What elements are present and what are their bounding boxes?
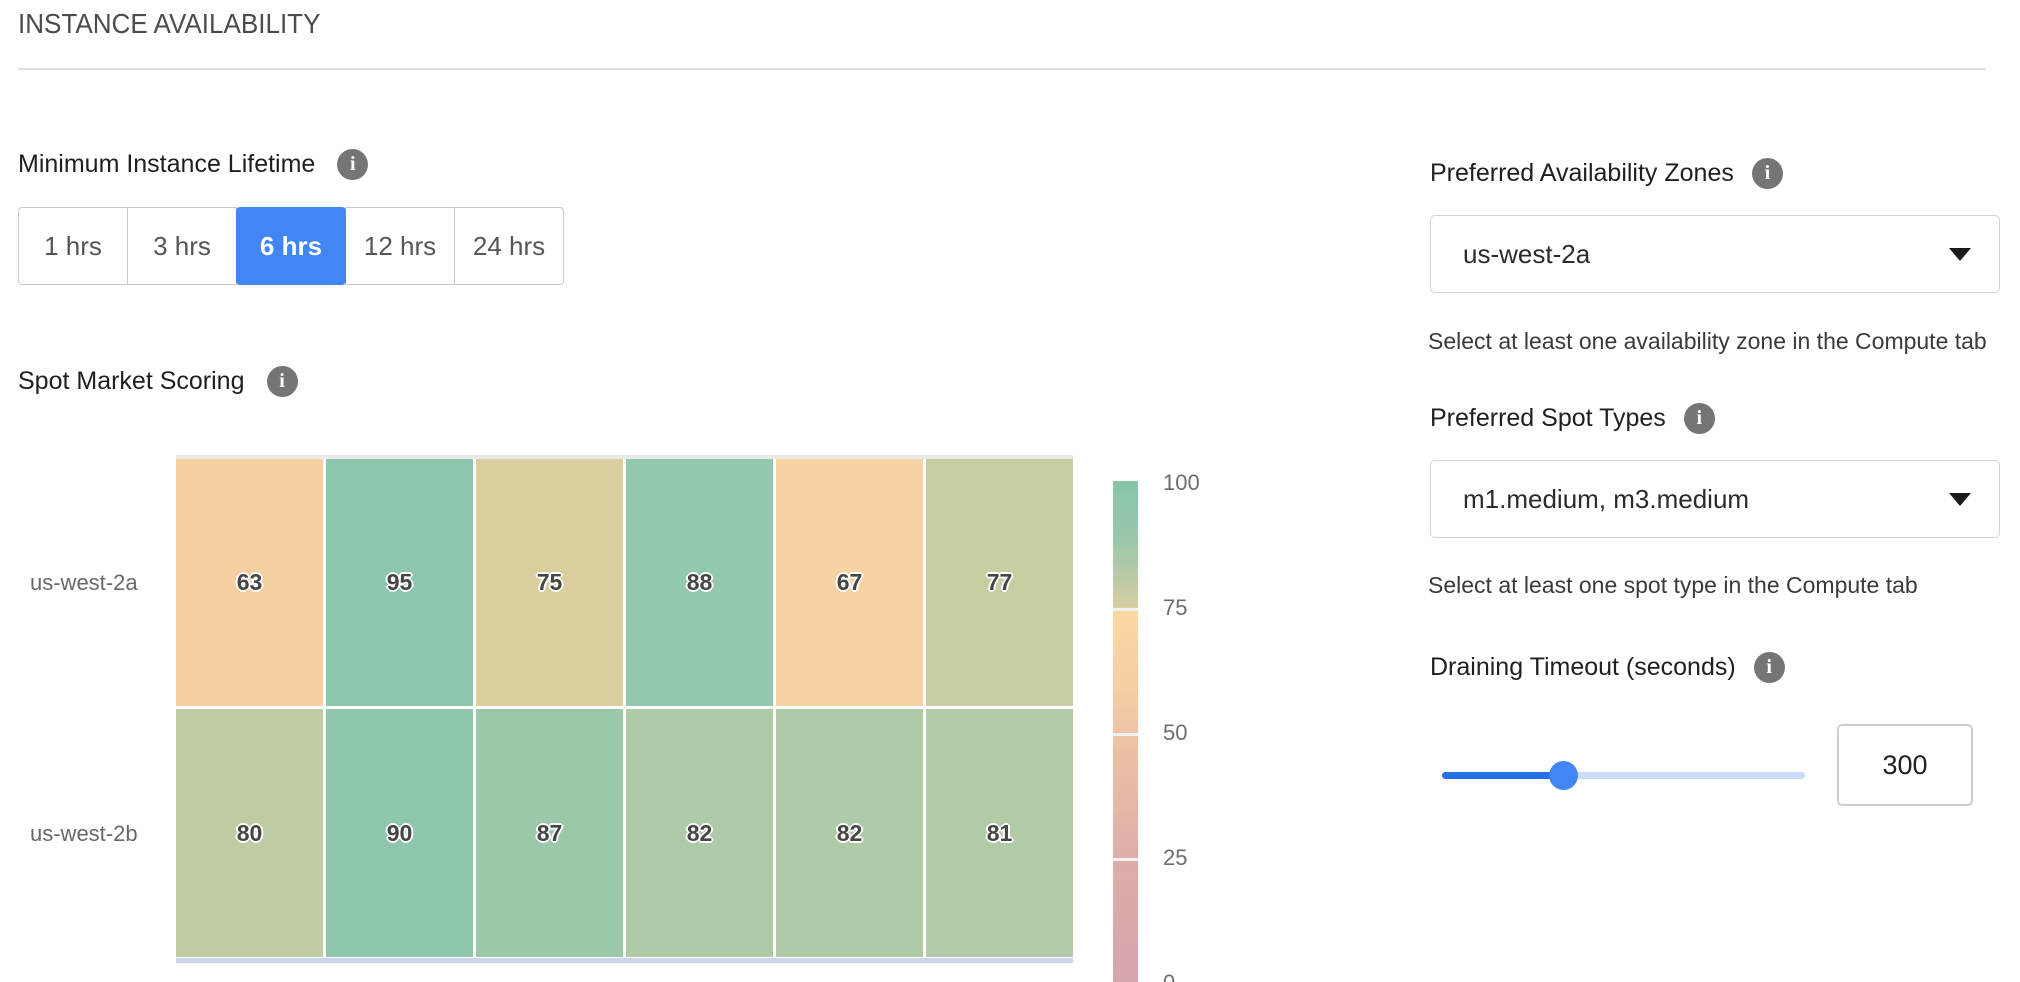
info-icon[interactable]: i xyxy=(1753,652,1785,683)
spot-types-value: m1.medium, m3.medium xyxy=(1463,483,1750,514)
lifetime-option-12hrs[interactable]: 12 hrs xyxy=(345,207,455,285)
spot-market-scoring-label: Spot Market Scoring xyxy=(18,367,245,395)
heatmap-cell: 63 xyxy=(176,459,323,706)
heatmap-cell: 75 xyxy=(476,459,623,706)
draining-timeout-label: Draining Timeout (seconds) xyxy=(1430,653,1736,681)
heatmap-bottom-edge xyxy=(176,958,1073,963)
availability-zones-helper: Select at least one availability zone in… xyxy=(1428,328,1987,354)
lifetime-option-3hrs[interactable]: 3 hrs xyxy=(127,207,237,285)
colorbar-tick-label: 0 xyxy=(1163,970,1175,982)
heatmap-cell: 95 xyxy=(326,459,473,706)
colorbar-tick xyxy=(1113,858,1138,861)
heatmap-cell: 82 xyxy=(776,709,923,957)
lifetime-option-6hrs-selected[interactable]: 6 hrs xyxy=(236,207,346,285)
preferred-spot-types-section: Preferred Spot Types i xyxy=(1430,403,1715,434)
lifetime-button-group: 1 hrs 3 hrs 6 hrs 12 hrs 24 hrs xyxy=(18,207,564,285)
minimum-instance-lifetime-label: Minimum Instance Lifetime xyxy=(18,150,316,178)
slider-thumb[interactable] xyxy=(1549,761,1578,790)
info-icon[interactable]: i xyxy=(1683,403,1715,434)
heatmap-cell: 88 xyxy=(626,459,773,706)
heatmap-row-label: us-west-2a xyxy=(30,570,138,595)
spot-types-helper: Select at least one spot type in the Com… xyxy=(1428,572,1918,598)
colorbar-tick-label: 100 xyxy=(1163,470,1200,495)
colorbar-tick-label: 75 xyxy=(1163,595,1188,620)
heatmap-row: 80 90 87 82 82 81 xyxy=(176,709,1073,957)
heatmap-cell: 90 xyxy=(326,709,473,957)
heatmap-top-edge xyxy=(176,455,1073,459)
spot-market-heatmap: 63 95 75 88 67 77 80 90 87 82 82 81 xyxy=(176,455,1073,963)
preferred-availability-zones-section: Preferred Availability Zones i xyxy=(1430,158,1783,189)
spot-types-dropdown[interactable]: m1.medium, m3.medium xyxy=(1430,460,2000,538)
colorbar-tick xyxy=(1113,608,1138,611)
heatmap-colorbar xyxy=(1113,481,1138,982)
minimum-instance-lifetime-section: Minimum Instance Lifetime i xyxy=(18,149,369,180)
availability-zones-dropdown[interactable]: us-west-2a xyxy=(1430,215,2000,293)
preferred-spot-types-label: Preferred Spot Types xyxy=(1430,404,1666,432)
heatmap-row: 63 95 75 88 67 77 xyxy=(176,459,1073,706)
slider-fill xyxy=(1442,761,1578,790)
lifetime-option-24hrs[interactable]: 24 hrs xyxy=(454,207,564,285)
colorbar-tick-label: 50 xyxy=(1163,720,1188,745)
heatmap-cell: 67 xyxy=(776,459,923,706)
heatmap-row-label: us-west-2b xyxy=(30,821,138,846)
preferred-availability-zones-label: Preferred Availability Zones xyxy=(1430,159,1734,187)
info-icon[interactable]: i xyxy=(337,149,369,180)
draining-timeout-slider[interactable] xyxy=(1442,761,1805,790)
heatmap-cell: 87 xyxy=(476,709,623,957)
heatmap-cell: 80 xyxy=(176,709,323,957)
heatmap-cell: 77 xyxy=(926,459,1073,706)
chevron-down-icon xyxy=(1949,493,1971,506)
header-divider xyxy=(18,68,1985,70)
draining-timeout-section: Draining Timeout (seconds) i xyxy=(1430,652,1785,683)
availability-zones-value: us-west-2a xyxy=(1463,238,1591,269)
info-icon[interactable]: i xyxy=(266,366,298,397)
draining-timeout-input[interactable] xyxy=(1837,724,1973,806)
info-icon[interactable]: i xyxy=(1751,158,1783,189)
chevron-down-icon xyxy=(1949,248,1971,261)
heatmap-cell: 82 xyxy=(626,709,773,957)
colorbar-tick xyxy=(1113,733,1138,736)
spot-market-scoring-section: Spot Market Scoring i xyxy=(18,366,298,397)
lifetime-option-1hrs[interactable]: 1 hrs xyxy=(18,207,128,285)
colorbar-tick-label: 25 xyxy=(1163,845,1188,870)
heatmap-cell: 81 xyxy=(926,709,1073,957)
page-title: INSTANCE AVAILABILITY xyxy=(18,8,321,39)
